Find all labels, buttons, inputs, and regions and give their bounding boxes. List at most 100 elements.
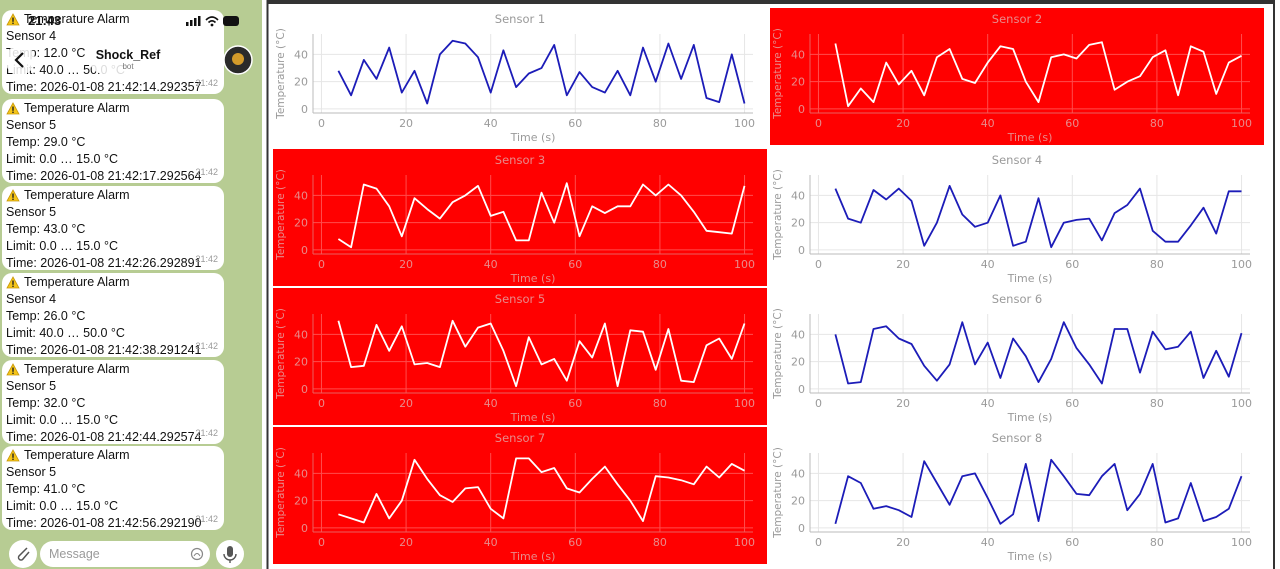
- x-axis-label: Time (s): [510, 272, 556, 285]
- message-input[interactable]: Message: [40, 541, 210, 567]
- message-sensor: Sensor 5: [6, 118, 57, 132]
- x-tick-label: 80: [1150, 117, 1164, 130]
- y-axis-label: Temperature (°C): [772, 308, 784, 400]
- dashboard-top-bar: [267, 0, 1275, 4]
- x-tick-label: 0: [815, 258, 822, 271]
- chart: Sensor 5 0 20 40 0 20 40 60 80 100 Time (s) Tempera…: [273, 288, 767, 425]
- y-tick-label: 40: [294, 48, 308, 61]
- chart-bg: [770, 8, 1264, 145]
- message-sent-time: 21:42: [195, 514, 218, 524]
- x-tick-label: 80: [653, 258, 667, 271]
- x-tick-label: 0: [815, 397, 822, 410]
- chart-bg: [770, 149, 1264, 286]
- status-time: 21:43: [28, 13, 62, 28]
- x-tick-label: 60: [568, 397, 582, 410]
- x-tick-label: 60: [568, 258, 582, 271]
- y-tick-label: 20: [791, 217, 805, 230]
- x-tick-label: 60: [568, 117, 582, 130]
- y-axis-label: Temperature (°C): [275, 447, 287, 539]
- bot-avatar[interactable]: [223, 45, 253, 75]
- message-title-row: Temperature Alarm: [6, 187, 220, 204]
- message-sensor: Sensor 5: [6, 465, 57, 479]
- warning-icon: [6, 13, 20, 26]
- x-tick-label: 60: [1065, 536, 1079, 549]
- x-tick-label: 60: [568, 536, 582, 549]
- message-time: Time: 2026-01-08 21:42:14.292357: [6, 80, 202, 94]
- x-tick-label: 100: [1231, 258, 1252, 271]
- warning-icon: [6, 449, 20, 462]
- mic-button[interactable]: [215, 539, 245, 569]
- bot-label: bot: [122, 62, 134, 71]
- warning-icon: [6, 363, 20, 376]
- x-tick-label: 100: [734, 397, 755, 410]
- x-tick-label: 40: [484, 258, 498, 271]
- message-time: Time: 2026-01-08 21:42:44.292574: [6, 430, 202, 444]
- message-temp: Temp: 41.0 °C: [6, 482, 86, 496]
- x-tick-label: 20: [896, 397, 910, 410]
- message-sensor: Sensor 5: [6, 379, 57, 393]
- message-title: Temperature Alarm: [24, 188, 130, 202]
- x-tick-label: 20: [896, 258, 910, 271]
- x-tick-label: 20: [896, 536, 910, 549]
- chart-title: Sensor 7: [495, 431, 545, 445]
- chart-title: Sensor 5: [495, 292, 545, 306]
- x-tick-label: 20: [399, 117, 413, 130]
- y-tick-label: 20: [791, 356, 805, 369]
- x-tick-label: 80: [1150, 397, 1164, 410]
- y-tick-label: 40: [294, 328, 308, 341]
- back-button[interactable]: [5, 45, 35, 75]
- y-tick-label: 20: [791, 76, 805, 89]
- x-tick-label: 20: [399, 536, 413, 549]
- message-temp: Temp: 29.0 °C: [6, 135, 86, 149]
- chart-title: Sensor 1: [495, 12, 545, 26]
- message-sensor: Sensor 4: [6, 292, 57, 306]
- x-axis-label: Time (s): [510, 131, 556, 144]
- x-tick-label: 100: [1231, 536, 1252, 549]
- message-limit: Limit: 40.0 … 50.0 °C: [6, 326, 125, 340]
- chart: Sensor 7 0 20 40 0 20 40 60 80 100 Time (s) Tempera…: [273, 427, 767, 564]
- message-title-row: Temperature Alarm: [6, 361, 220, 378]
- message-title: Temperature Alarm: [24, 448, 130, 462]
- warning-icon: [6, 102, 20, 115]
- x-tick-label: 100: [734, 258, 755, 271]
- x-tick-label: 80: [1150, 536, 1164, 549]
- message-time: Time: 2026-01-08 21:42:38.291241: [6, 343, 202, 357]
- bot-name: Shock_Ref: [95, 48, 161, 62]
- message-limit: Limit: 0.0 … 15.0 °C: [6, 239, 118, 253]
- x-tick-label: 0: [318, 258, 325, 271]
- message-bubble: Temperature Alarm Sensor 5 Temp: 29.0 °C Li…: [2, 99, 224, 183]
- x-tick-label: 100: [1231, 117, 1252, 130]
- line-series: [337, 319, 746, 388]
- attach-button[interactable]: [8, 539, 38, 569]
- message-time: Time: 2026-01-08 21:42:56.292190: [6, 516, 202, 530]
- chart-title: Sensor 3: [495, 153, 545, 167]
- message-sent-time: 21:42: [195, 78, 218, 88]
- chart-title: Sensor 4: [992, 153, 1042, 167]
- x-tick-label: 40: [484, 397, 498, 410]
- chart: Sensor 4 0 20 40 0 20 40 60 80 100 Time (s) Tempera…: [770, 149, 1264, 286]
- line-series: [338, 457, 745, 524]
- x-axis-label: Time (s): [510, 411, 556, 424]
- y-tick-label: 40: [791, 189, 805, 202]
- line-series: [834, 185, 1242, 249]
- message-title-row: Temperature Alarm: [6, 274, 220, 291]
- chart-bg: [273, 427, 767, 564]
- message-title-row: Temperature Alarm: [6, 100, 220, 117]
- chart-bg: [273, 149, 767, 286]
- x-tick-label: 40: [981, 397, 995, 410]
- y-tick-label: 0: [798, 522, 805, 535]
- bot-title[interactable]: Shock_Ref bot: [89, 44, 167, 74]
- y-tick-label: 20: [294, 495, 308, 508]
- message-bubble: Temperature Alarm Sensor 5 Temp: 32.0 °C Li…: [2, 360, 224, 444]
- x-axis-label: Time (s): [1007, 131, 1053, 144]
- chat-header: 21:43 Shock_Ref bot: [0, 0, 262, 90]
- message-limit: Limit: 0.0 … 15.0 °C: [6, 152, 118, 166]
- message-bubble: Temperature Alarm Sensor 5 Temp: 41.0 °C Li…: [2, 446, 224, 530]
- x-tick-label: 60: [1065, 117, 1079, 130]
- x-tick-label: 40: [484, 536, 498, 549]
- chart: Sensor 1 0 20 40 0 20 40 60 80 100 Time (s) Tempera…: [273, 8, 767, 145]
- message-sent-time: 21:42: [195, 167, 218, 177]
- message-sensor: Sensor 4: [6, 29, 57, 43]
- chart: Sensor 3 0 20 40 0 20 40 60 80 100 Time (s) Tempera…: [273, 149, 767, 286]
